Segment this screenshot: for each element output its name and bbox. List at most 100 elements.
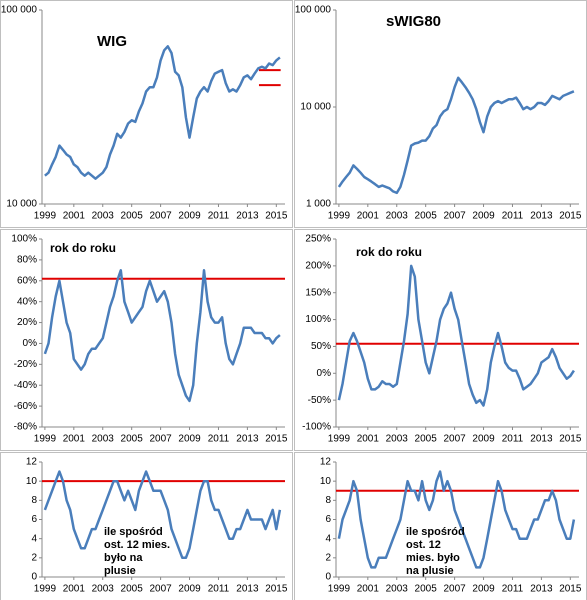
data-line (43, 470, 282, 560)
x-tick-label: 2013 (236, 211, 259, 222)
y-tick-label: -50% (308, 395, 331, 406)
annotation-line: na plusie (406, 565, 454, 577)
x-tick-label: 2005 (415, 211, 438, 222)
x-tick-label: 1999 (328, 211, 351, 222)
data-line (337, 470, 576, 569)
x-tick-label: 2009 (472, 211, 495, 222)
y-tick-label: 250% (305, 234, 331, 245)
y-tick-label: 0 (325, 572, 331, 583)
x-tick-label: 2003 (92, 584, 115, 595)
x-tick-label: 2011 (502, 434, 524, 445)
x-tick-label: 2009 (472, 434, 495, 445)
x-tick-label: 2009 (472, 584, 495, 595)
x-tick-label: 2003 (386, 584, 409, 595)
annotation-line: plusie (104, 565, 136, 577)
y-tick-label: 10 000 (6, 199, 37, 210)
x-tick-label: 2011 (208, 434, 230, 445)
y-tick-label: -40% (14, 380, 37, 391)
y-tick-label: 10 (26, 476, 38, 487)
x-tick-label: 2005 (121, 211, 144, 222)
x-tick-label: 2009 (178, 584, 201, 595)
x-tick-label: 2007 (443, 211, 466, 222)
annotation: rok do roku (50, 241, 116, 255)
y-tick-label: 40% (17, 296, 37, 307)
annotation: rok do roku (356, 245, 422, 259)
x-tick-label: 2005 (121, 434, 144, 445)
x-tick-label: 2015 (265, 434, 288, 445)
x-tick-label: 2007 (149, 584, 172, 595)
x-tick-label: 2005 (121, 584, 144, 595)
x-tick-label: 2007 (443, 434, 466, 445)
y-tick-label: 12 (320, 457, 332, 468)
y-tick-label: 100% (11, 234, 37, 245)
data-line (337, 76, 575, 195)
panel-border (0, 229, 293, 451)
x-tick-label: 2011 (502, 584, 524, 595)
x-tick-label: 2015 (559, 584, 582, 595)
x-tick-label: 2011 (208, 211, 230, 222)
x-tick-label: 2009 (178, 434, 201, 445)
x-tick-label: 2003 (386, 211, 409, 222)
x-tick-label: 2007 (443, 584, 466, 595)
x-tick-label: 2015 (559, 211, 582, 222)
y-tick-label: 100 000 (295, 5, 332, 16)
annotation: sWIG80 (386, 13, 441, 30)
x-tick-label: 2003 (92, 211, 115, 222)
y-tick-label: 100 000 (1, 5, 38, 16)
annotation-line: mies. było (406, 552, 460, 564)
y-tick-label: 150% (305, 287, 331, 298)
data-line (44, 45, 281, 180)
x-tick-label: 2013 (530, 584, 553, 595)
data-line (43, 269, 281, 403)
y-tick-label: 4 (31, 533, 37, 544)
y-tick-label: 4 (325, 533, 331, 544)
x-tick-label: 2011 (502, 211, 524, 222)
y-tick-label: 50% (311, 341, 331, 352)
y-tick-label: 200% (305, 260, 331, 271)
annotation-line: ost. 12 mies. (104, 539, 170, 551)
x-tick-label: 2003 (386, 434, 409, 445)
y-tick-label: -20% (14, 359, 37, 370)
x-tick-label: 2005 (415, 434, 438, 445)
y-tick-label: 10 (320, 476, 332, 487)
panel-border (0, 0, 293, 228)
x-tick-label: 1999 (34, 434, 57, 445)
y-tick-label: 12 (26, 457, 38, 468)
y-tick-label: -100% (302, 422, 331, 433)
y-tick-label: 6 (325, 514, 331, 525)
y-tick-label: 0% (317, 368, 332, 379)
x-tick-label: 2015 (265, 584, 288, 595)
x-tick-label: 2013 (530, 434, 553, 445)
y-tick-label: -60% (14, 401, 37, 412)
x-tick-label: 2015 (559, 434, 582, 445)
x-tick-label: 2001 (357, 211, 380, 222)
y-tick-label: -80% (14, 422, 37, 433)
x-tick-label: 2011 (208, 584, 230, 595)
x-tick-label: 2009 (178, 211, 201, 222)
x-tick-label: 2013 (236, 434, 259, 445)
annotation-line: było na (104, 552, 143, 564)
x-tick-label: 2001 (357, 434, 380, 445)
data-line (337, 264, 575, 407)
x-tick-label: 2001 (63, 434, 86, 445)
y-tick-label: 20% (17, 317, 37, 328)
y-tick-label: 6 (31, 514, 37, 525)
x-tick-label: 2015 (265, 211, 288, 222)
y-tick-label: 8 (325, 495, 331, 506)
y-tick-label: 2 (31, 552, 37, 563)
panel-border (0, 452, 293, 600)
y-tick-label: 10 000 (300, 102, 331, 113)
x-tick-label: 2003 (92, 434, 115, 445)
y-tick-label: 100% (305, 314, 331, 325)
x-tick-label: 2013 (530, 211, 553, 222)
x-tick-label: 2013 (236, 584, 259, 595)
y-tick-label: 80% (17, 255, 37, 266)
y-tick-label: 0 (31, 572, 37, 583)
y-tick-label: 2 (325, 552, 331, 563)
x-tick-label: 1999 (34, 211, 57, 222)
x-tick-label: 1999 (34, 584, 57, 595)
x-tick-label: 2001 (357, 584, 380, 595)
x-tick-label: 1999 (328, 584, 351, 595)
